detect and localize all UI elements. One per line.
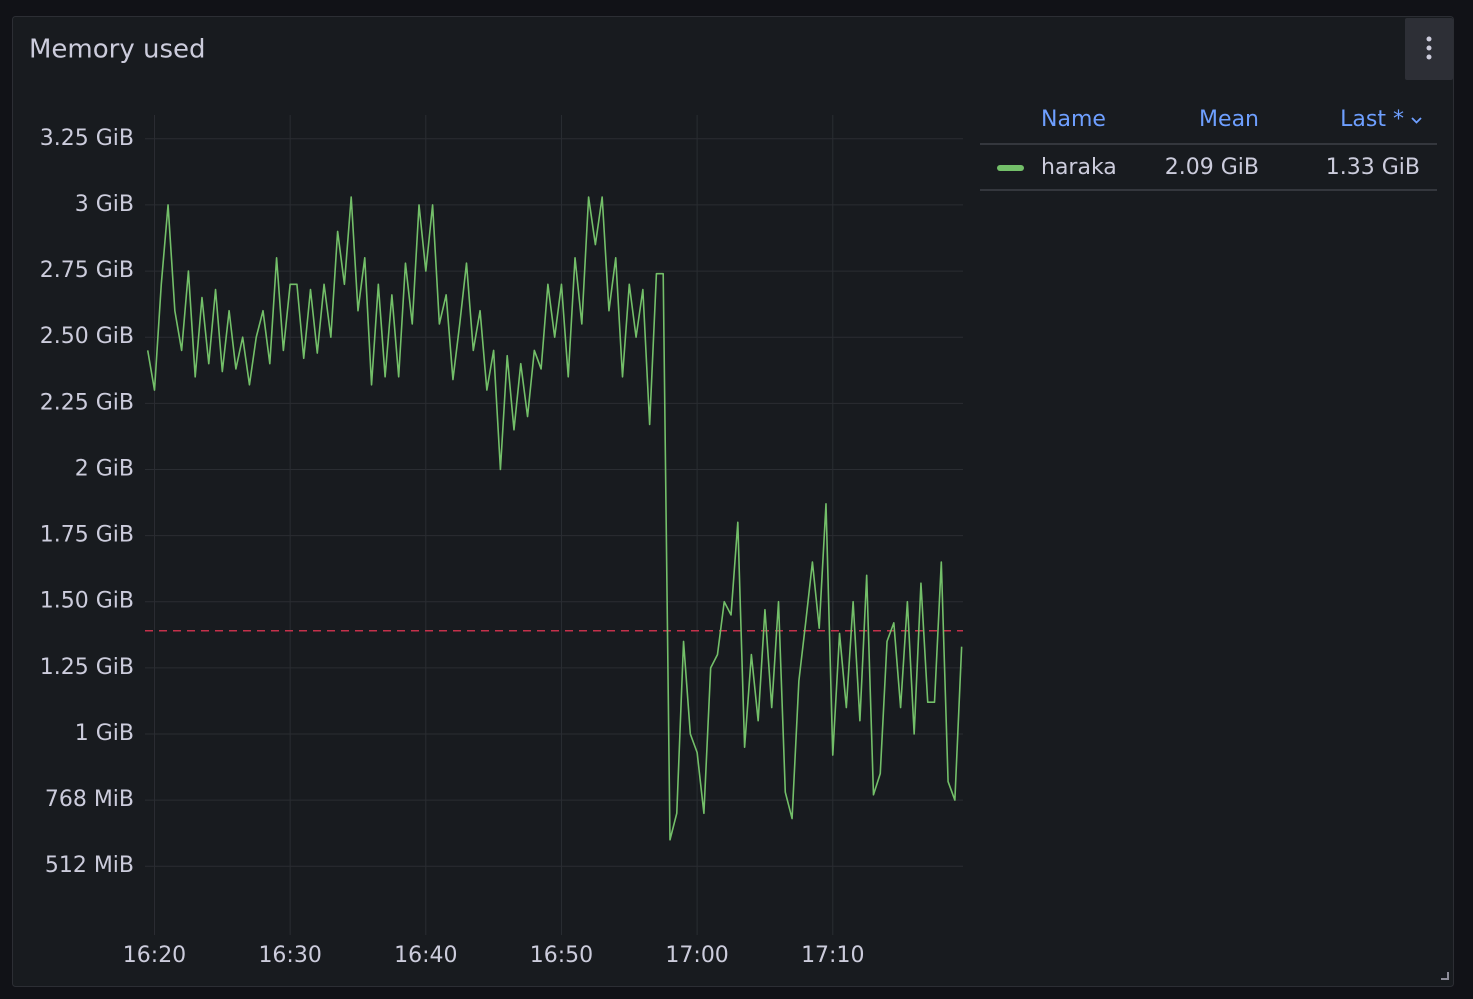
menu-dot [1426,36,1432,42]
y-tick-label: 512 MiB [45,853,134,878]
y-tick-label: 2.50 GiB [40,324,134,349]
x-tick-label: 16:20 [123,943,186,968]
y-tick-label: 2 GiB [75,456,134,481]
legend-name[interactable]: haraka [1041,155,1117,180]
x-tick-label: 17:10 [801,943,864,968]
y-tick-label: 1.75 GiB [40,523,134,548]
menu-dot [1426,45,1432,51]
x-tick-label: 17:00 [665,943,728,968]
sort-icon [1411,117,1422,124]
x-tick-label: 16:30 [258,943,321,968]
series-line [146,196,963,841]
panel-frame [12,16,1454,987]
y-tick-label: 3 GiB [75,192,134,217]
y-tick-label: 3.25 GiB [40,126,134,151]
y-tick-label: 2.25 GiB [40,390,134,415]
resize-handle[interactable] [1441,972,1449,980]
legend-last: 1.33 GiB [1326,155,1420,180]
legend-swatch [997,165,1024,171]
y-tick-label: 768 MiB [45,787,134,812]
plot-area: 512 MiB 768 MiB 1 GiB 1.25 GiB 1.50 GiB 1.75 … [40,115,963,968]
legend-header[interactable]: Name [1041,107,1106,132]
menu-dot [1426,54,1432,60]
x-tick-label: 16:50 [530,943,593,968]
y-tick-label: 1.50 GiB [40,589,134,614]
y-tick-label: 1 GiB [75,721,134,746]
legend: Name Mean Last * haraka 2.09 GiB 1.33 Gi… [980,107,1437,191]
panel-menu[interactable] [1405,18,1453,80]
x-tick-label: 16:40 [394,943,457,968]
y-tick-label: 1.25 GiB [40,655,134,680]
legend-header[interactable]: Last * [1340,107,1404,132]
legend-header[interactable]: Mean [1199,107,1259,132]
legend-mean: 2.09 GiB [1165,155,1259,180]
y-tick-label: 2.75 GiB [40,258,134,283]
panel-title: Memory used [29,35,206,65]
